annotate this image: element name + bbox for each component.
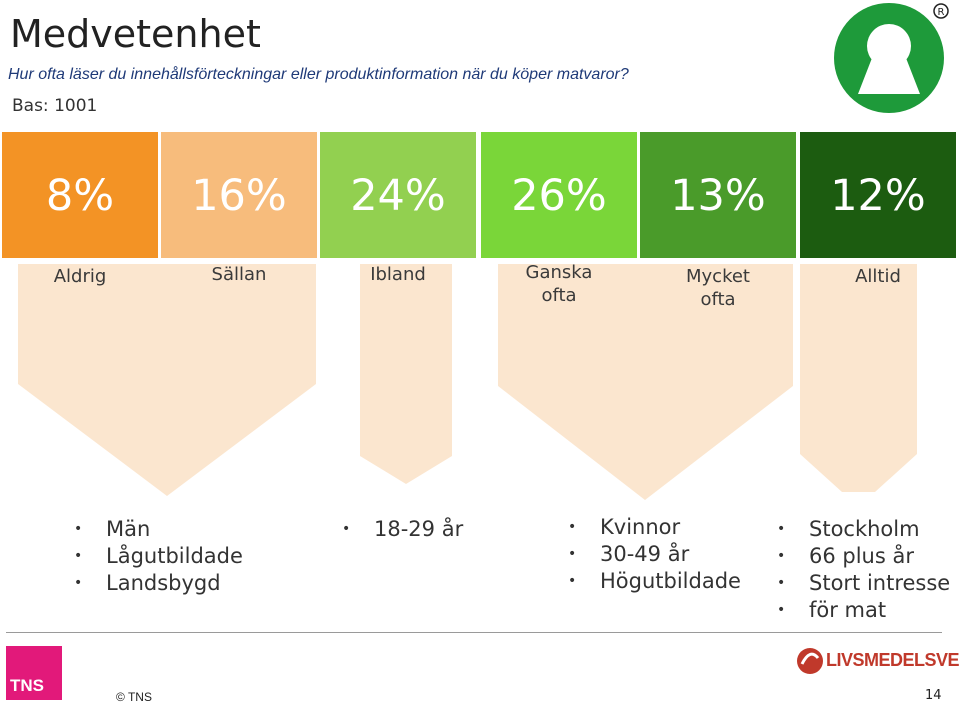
category-label: Alltid [855,266,901,287]
category-label: Ganska ofta [526,262,593,306]
value-tile [161,132,317,258]
value-tile [800,132,956,258]
group-item: Lågutbildade [74,543,243,570]
label-area-shape [360,264,452,484]
label-area-shape [161,264,316,284]
group-item: Män [74,516,243,543]
label-area-shape [640,264,793,284]
group-list-1: Män Lågutbildade Landsbygd [74,516,243,597]
category-label: Aldrig [54,266,107,287]
value-label: 12% [830,171,926,221]
group-item: Högutbildade [568,568,741,595]
value-label: 13% [670,171,766,221]
group-item: Stort intresse [777,570,950,597]
copyright: © TNS [116,690,152,704]
value-tile [2,132,158,258]
tns-logo-text: TNS [10,676,44,695]
category-label: Ibland [370,264,426,285]
group-item: Stockholm [777,516,950,543]
value-label: 26% [511,171,607,221]
group-item: 18-29 år [342,516,463,543]
value-tile [481,132,637,258]
page-number: 14 [925,688,942,703]
label-area-shape [498,264,793,500]
group-item: för mat [777,597,950,624]
category-label: Sällan [212,264,267,285]
svg-text:R: R [938,7,945,18]
label-area-shape [18,264,316,496]
group-item: Landsbygd [74,570,243,597]
value-tile [320,132,476,258]
group-item: 66 plus år [777,543,950,570]
category-label: Mycket ofta [686,266,750,310]
base-count: Bas: 1001 [12,96,98,116]
survey-question: Hur ofta läser du innehållsförteckningar… [8,66,629,83]
group-list-2: 18-29 år [342,516,463,543]
group-list-3: Kvinnor 30-49 år Högutbildade [568,514,741,595]
value-label: 16% [191,171,287,221]
livsmedelsverket-logo-icon [797,648,823,674]
value-label: 24% [350,171,446,221]
value-label: 8% [46,171,114,221]
page-title: Medvetenhet [10,12,261,56]
group-item: 30-49 år [568,541,741,568]
group-item: Kvinnor [568,514,741,541]
label-area-shape [800,264,917,492]
bar-chart: 8% Aldrig 16% Sällan 24% Ibland 26% Ganska ofta 1… [2,132,956,500]
footer-divider [6,632,942,633]
value-tile [640,132,796,258]
tns-logo: TNS [6,646,62,700]
group-list-4: Stockholm 66 plus år Stort intresse för … [777,516,950,624]
registered-mark-icon [933,3,949,19]
keyhole-logo-icon: R [834,3,949,113]
livsmedelsverket-logo-text: LIVSMEDELSVERKET [826,650,960,670]
